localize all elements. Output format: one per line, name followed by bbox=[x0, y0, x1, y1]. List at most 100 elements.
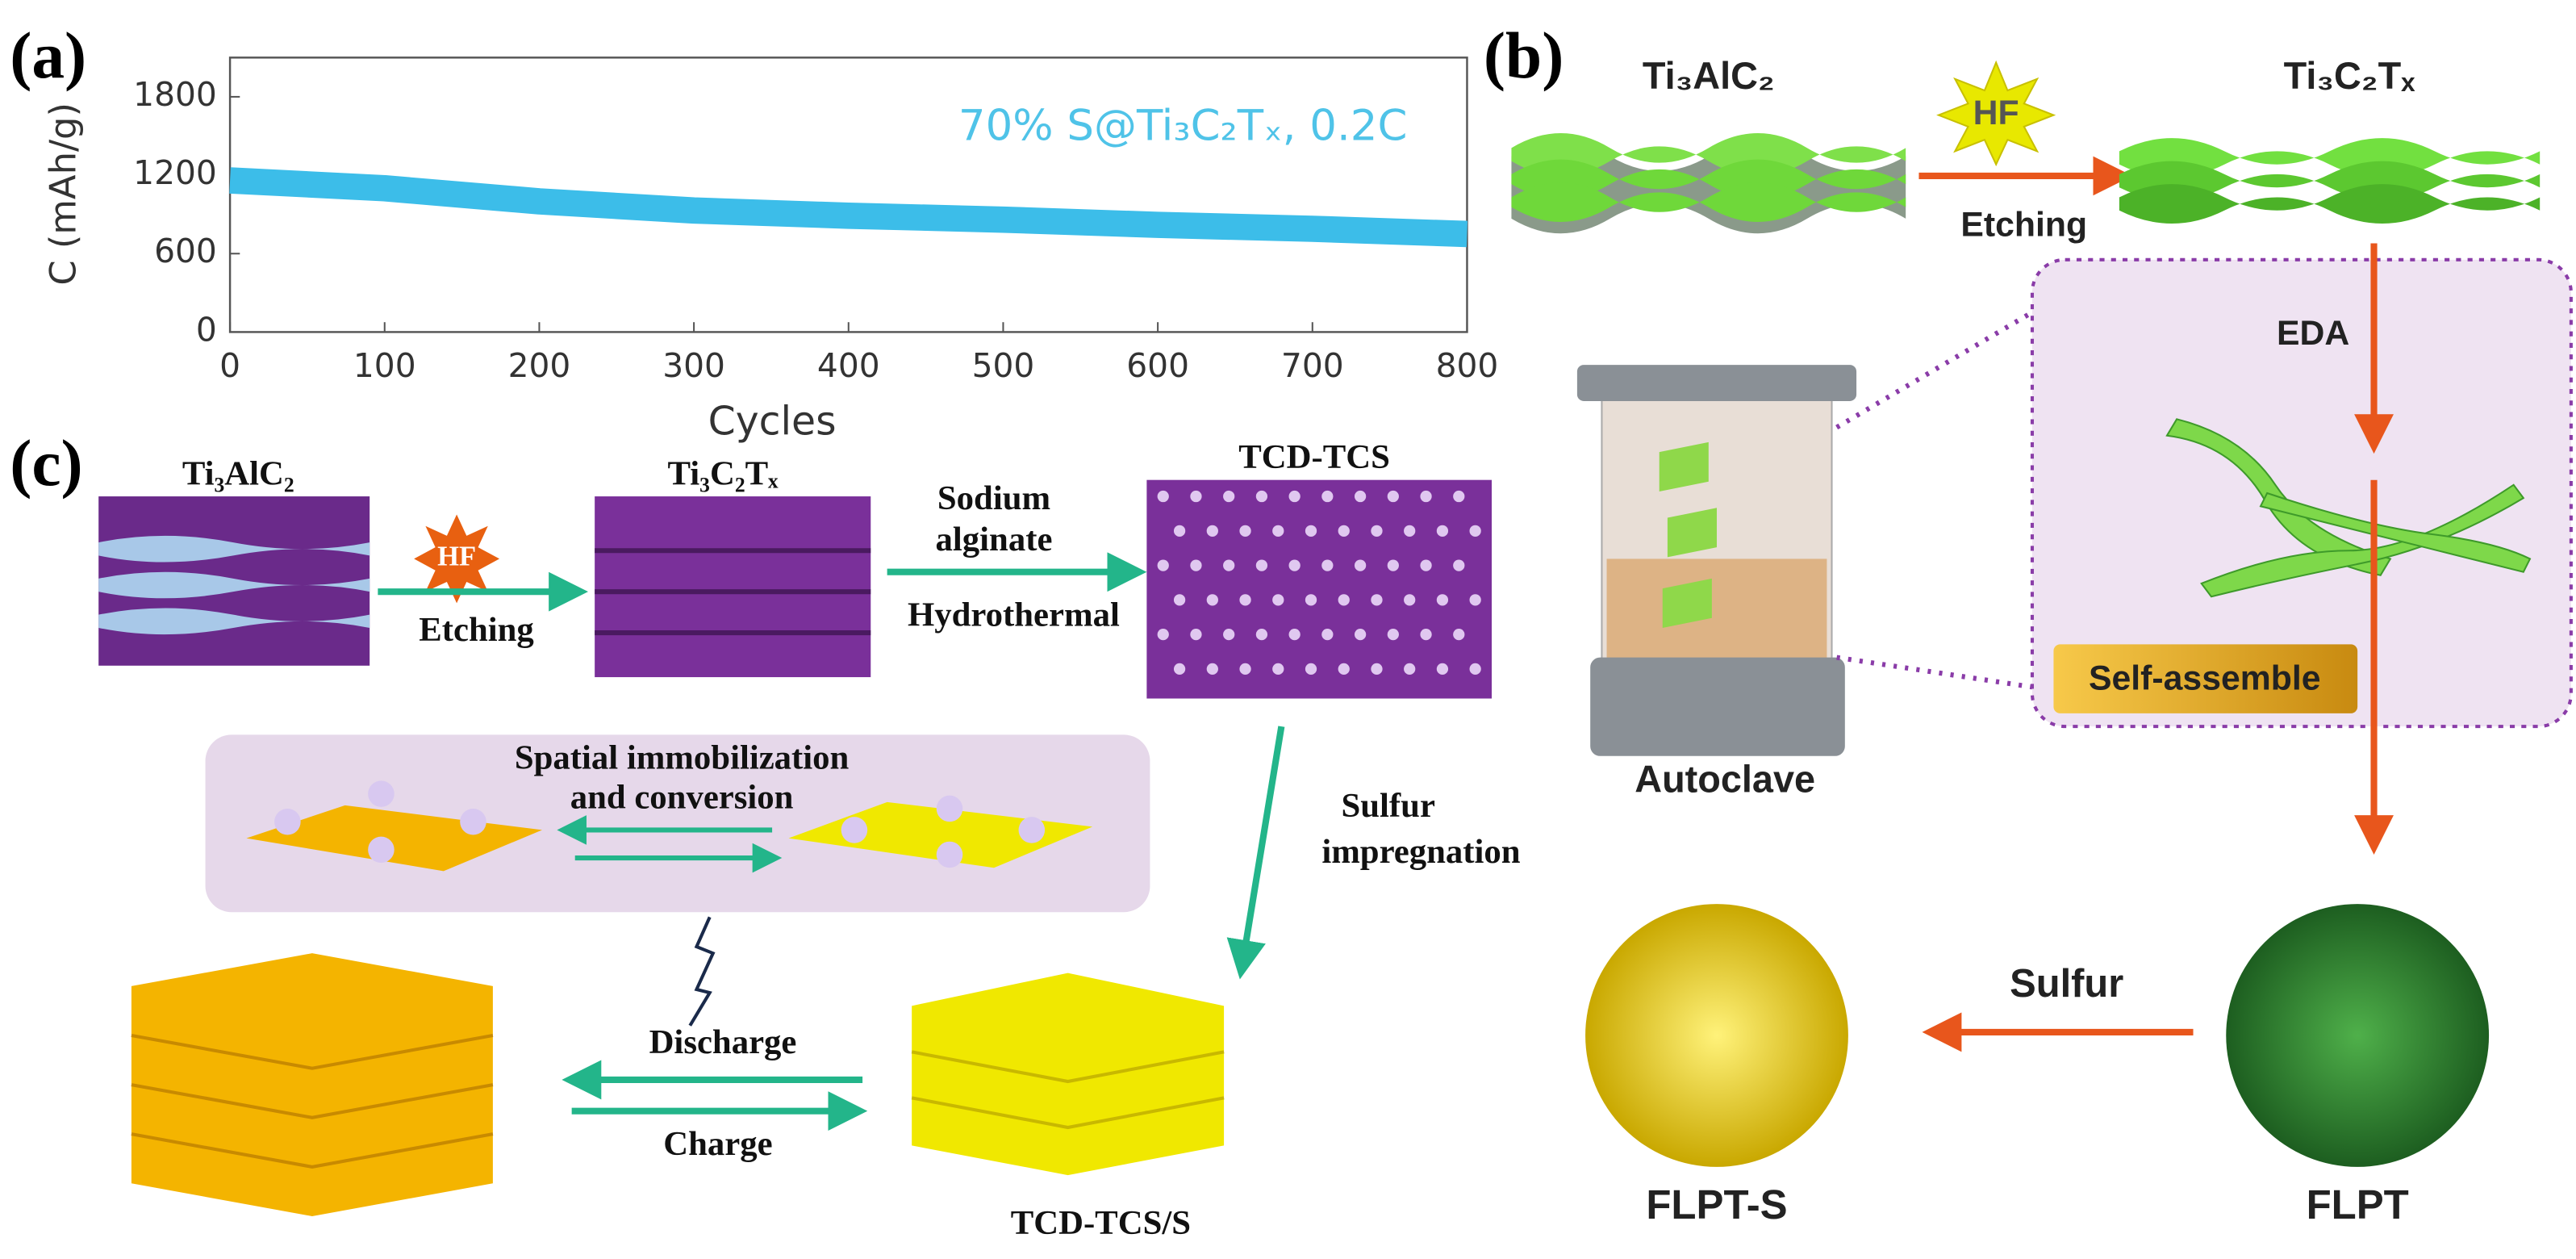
material-label: Ti₃AlC₂ bbox=[182, 454, 294, 492]
zoom-box bbox=[2030, 257, 2573, 729]
material-label: FLPT-S bbox=[1646, 1182, 1787, 1228]
y-tick-label: 0 bbox=[196, 310, 217, 349]
step-label: Sodium bbox=[937, 479, 1050, 517]
flower-sphere bbox=[1585, 904, 1848, 1167]
dot bbox=[1436, 594, 1449, 606]
material-label: TCD-TCS/S bbox=[1011, 1204, 1191, 1242]
dot bbox=[1420, 490, 1432, 503]
dot bbox=[1305, 594, 1317, 606]
nanosheets bbox=[2165, 418, 2532, 598]
layered-material bbox=[98, 496, 370, 666]
step-label: Hydrothermal bbox=[908, 596, 1120, 634]
dot bbox=[1255, 490, 1268, 503]
material-label: Ti₃AlC₂ bbox=[1643, 55, 1775, 97]
dot bbox=[1469, 525, 1481, 537]
chart: 0 600 1200 1800 0 100 200 300 400 500 600 700 800 bbox=[133, 75, 1498, 385]
dot bbox=[1387, 490, 1399, 503]
dot bbox=[1469, 663, 1481, 675]
dot bbox=[1354, 628, 1367, 641]
step-label: Discharge bbox=[649, 1023, 797, 1061]
dot bbox=[1190, 628, 1202, 641]
etchant-label: HF bbox=[1973, 94, 2019, 132]
y-tick-label: 600 bbox=[154, 232, 217, 270]
dot bbox=[1453, 490, 1465, 503]
material-label: Ti₃C₂Tₓ bbox=[668, 454, 779, 492]
dot bbox=[1354, 559, 1367, 571]
etched-material bbox=[2119, 138, 2541, 224]
dot bbox=[1387, 559, 1399, 571]
mechanism-label: Spatial immobilization bbox=[515, 739, 850, 777]
dot bbox=[1338, 663, 1350, 675]
sheet-discharged bbox=[246, 780, 542, 872]
dot bbox=[1469, 594, 1481, 606]
stack-charged bbox=[911, 972, 1225, 1176]
dot bbox=[1157, 628, 1169, 641]
dot bbox=[1223, 559, 1235, 571]
zigzag bbox=[688, 916, 716, 1027]
step-label: Sulfur bbox=[2010, 962, 2123, 1006]
sheet-charged bbox=[788, 795, 1093, 868]
dot bbox=[1173, 594, 1186, 606]
dot bbox=[1305, 663, 1317, 675]
etchant-label: HF bbox=[437, 541, 476, 571]
dot bbox=[1371, 663, 1383, 675]
dot bbox=[1288, 628, 1301, 641]
connector bbox=[1836, 655, 2033, 690]
layered-material bbox=[1511, 133, 1906, 234]
dot bbox=[1321, 559, 1334, 571]
etchant-burst bbox=[414, 514, 500, 604]
dot bbox=[1420, 628, 1432, 641]
step-label: EDA bbox=[2277, 314, 2349, 353]
dot bbox=[1305, 525, 1317, 537]
step-label: Charge bbox=[663, 1125, 772, 1163]
dot bbox=[1404, 525, 1416, 537]
material-label: FLPT bbox=[2307, 1182, 2409, 1228]
dot bbox=[1157, 559, 1169, 571]
dot bbox=[1239, 663, 1251, 675]
arrow bbox=[1226, 726, 1285, 980]
dot bbox=[1223, 490, 1235, 503]
step-label: Etching bbox=[1960, 205, 2087, 244]
dot bbox=[1223, 628, 1235, 641]
dot bbox=[1272, 594, 1284, 606]
y-tick-label: 1200 bbox=[133, 153, 217, 192]
step-label: Etching bbox=[419, 611, 534, 649]
dot bbox=[1173, 663, 1186, 675]
step-label: Sulfur bbox=[1342, 787, 1435, 825]
stack-discharged bbox=[131, 953, 494, 1216]
step-box bbox=[2053, 644, 2358, 713]
dot bbox=[1239, 594, 1251, 606]
x-tick-label: 500 bbox=[972, 346, 1035, 385]
x-tick-label: 100 bbox=[353, 346, 416, 385]
mechanism-label: and conversion bbox=[570, 779, 794, 817]
dot bbox=[1206, 525, 1218, 537]
dot bbox=[1321, 628, 1334, 641]
dot bbox=[1255, 559, 1268, 571]
dot bbox=[1288, 559, 1301, 571]
annotation: 70% S@Ti₃C₂Tₓ, 0.2C bbox=[958, 102, 1408, 151]
dot bbox=[1190, 490, 1202, 503]
dot bbox=[1354, 490, 1367, 503]
composite-material bbox=[1146, 479, 1493, 699]
panel-label: (c) bbox=[10, 426, 82, 500]
x-axis-label: Cycles bbox=[708, 398, 837, 444]
x-tick-label: 700 bbox=[1281, 346, 1344, 385]
autoclave bbox=[1576, 365, 1857, 756]
dot bbox=[1404, 594, 1416, 606]
panel-label: (b) bbox=[1484, 19, 1564, 92]
x-tick-label: 300 bbox=[662, 346, 725, 385]
dot bbox=[1206, 663, 1218, 675]
dot bbox=[1239, 525, 1251, 537]
dot bbox=[1173, 525, 1186, 537]
dot bbox=[1371, 594, 1383, 606]
etchant-burst bbox=[1936, 60, 2056, 167]
material-label: Ti₃C₂Tₓ bbox=[2284, 55, 2416, 97]
flower-sphere bbox=[2226, 904, 2490, 1167]
dot bbox=[1371, 525, 1383, 537]
dot bbox=[1272, 663, 1284, 675]
x-tick-label: 200 bbox=[508, 346, 571, 385]
dot bbox=[1321, 490, 1334, 503]
dot bbox=[1206, 594, 1218, 606]
dot bbox=[1453, 628, 1465, 641]
